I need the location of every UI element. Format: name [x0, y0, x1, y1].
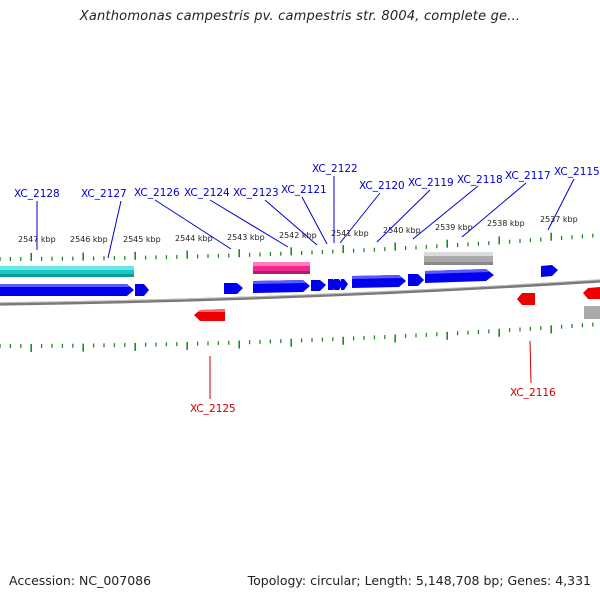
kbp-label: 2537 kbp	[540, 215, 578, 224]
gene-arrow-forward[interactable]	[341, 279, 348, 290]
gene-label-xc2122[interactable]: XC_2122	[312, 163, 358, 175]
genome-title: Xanthomonas campestris pv. campestris st…	[79, 9, 521, 24]
gene-arrow-forward[interactable]	[311, 280, 326, 291]
bottom-label-leaders	[209, 340, 532, 399]
rna-feature[interactable]	[0, 266, 134, 277]
gene-arrow-forward[interactable]	[425, 269, 494, 283]
gene-label-xc2127[interactable]: XC_2127	[81, 188, 127, 200]
gene-arrow-forward[interactable]	[352, 275, 406, 288]
kbp-label: 2545 kbp	[123, 235, 161, 244]
pseudo-feature[interactable]	[424, 252, 493, 265]
kbp-label: 2542 kbp	[279, 231, 317, 240]
gene-label-xc2124[interactable]: XC_2124	[184, 187, 230, 199]
misc-feature[interactable]	[253, 262, 310, 274]
gene-label-xc2126[interactable]: XC_2126	[134, 187, 180, 199]
gene-label-xc2123[interactable]: XC_2123	[233, 187, 279, 199]
kbp-label: 2541 kbp	[331, 229, 369, 238]
gene-label-xc2125[interactable]: XC_2125	[190, 403, 236, 415]
gene-label-xc2115[interactable]: XC_2115	[554, 166, 600, 178]
gene-label-xc2121[interactable]: XC_2121	[281, 184, 327, 196]
gene-arrow-forward[interactable]	[224, 283, 243, 294]
gene-label-xc2119[interactable]: XC_2119	[408, 177, 454, 189]
genome-backbone	[0, 279, 600, 306]
genome-summary: Topology: circular; Length: 5,148,708 bp…	[247, 573, 591, 588]
kbp-label: 2540 kbp	[383, 226, 421, 235]
kbp-scale-labels: 2547 kbp 2546 kbp 2545 kbp 2544 kbp 2543…	[18, 215, 578, 244]
gene-arrow-forward[interactable]	[408, 274, 424, 286]
gene-label-xc2118[interactable]: XC_2118	[457, 174, 503, 186]
gene-arrow-forward[interactable]	[541, 265, 558, 277]
reverse-strand-features	[194, 287, 600, 321]
top-gene-labels: XC_2128 XC_2127 XC_2126 XC_2124 XC_2123 …	[14, 163, 600, 200]
gene-arrow-forward[interactable]	[0, 284, 134, 296]
accession-info: Accession: NC_007086	[9, 573, 152, 588]
gene-arrow-forward[interactable]	[334, 279, 343, 290]
kbp-label: 2543 kbp	[227, 233, 265, 242]
gene-label-xc2128[interactable]: XC_2128	[14, 188, 60, 200]
kbp-label: 2544 kbp	[175, 234, 213, 243]
bottom-gene-labels: XC_2125 XC_2116	[190, 387, 556, 415]
gene-arrow-forward[interactable]	[253, 280, 310, 293]
inner-scale-ticks	[0, 322, 594, 352]
gene-arrow-forward[interactable]	[135, 284, 149, 296]
gene-label-xc2120[interactable]: XC_2120	[359, 180, 405, 192]
kbp-label: 2546 kbp	[70, 235, 108, 244]
top-label-leaders	[36, 176, 575, 259]
kbp-label: 2538 kbp	[487, 219, 525, 228]
gene-arrow-reverse[interactable]	[517, 293, 535, 305]
gene-arrow-reverse[interactable]	[583, 287, 600, 299]
outer-scale-ticks	[0, 232, 594, 261]
kbp-label: 2539 kbp	[435, 223, 473, 232]
gene-label-xc2116[interactable]: XC_2116	[510, 387, 556, 399]
gene-label-xc2117[interactable]: XC_2117	[505, 170, 551, 182]
pseudo-feature[interactable]	[584, 306, 600, 319]
forward-strand-features	[0, 252, 558, 296]
gene-arrow-reverse[interactable]	[194, 309, 225, 321]
